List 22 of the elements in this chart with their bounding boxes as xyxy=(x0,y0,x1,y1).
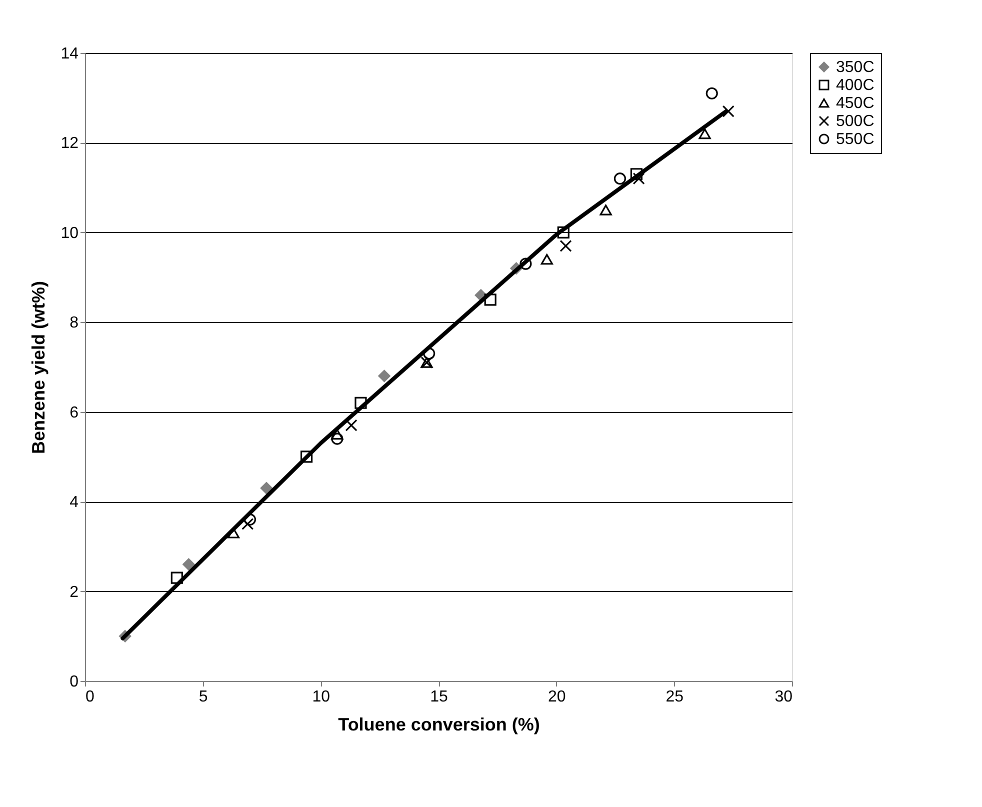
x-tick-label: 5 xyxy=(198,688,208,706)
x-tick-label: 10 xyxy=(312,688,330,706)
x-tick-label: 30 xyxy=(774,688,793,706)
y-tick-label: 4 xyxy=(70,494,79,512)
y-tick-label: 14 xyxy=(60,46,79,62)
y-tick-label: 0 xyxy=(70,674,79,690)
legend-label: 400C xyxy=(836,77,874,94)
x-tick-label: 20 xyxy=(548,688,566,706)
y-tick-label: 12 xyxy=(60,135,79,152)
y-tick-label: 10 xyxy=(60,224,79,242)
y-tick-label: 8 xyxy=(70,314,79,332)
legend-label: 550C xyxy=(836,131,874,148)
x-tick-label: 15 xyxy=(430,688,448,706)
x-tick-label: 25 xyxy=(666,688,684,706)
y-axis-title: Benzene yield (wt%) xyxy=(28,280,49,454)
x-tick-label: 0 xyxy=(86,688,94,706)
legend-label: 500C xyxy=(836,113,874,130)
y-tick-label: 6 xyxy=(70,404,79,422)
y-tick-label: 2 xyxy=(70,584,79,601)
x-axis-title: Toluene conversion (%) xyxy=(338,714,540,734)
legend-label: 450C xyxy=(836,95,874,112)
legend-label: 350C xyxy=(836,59,874,76)
